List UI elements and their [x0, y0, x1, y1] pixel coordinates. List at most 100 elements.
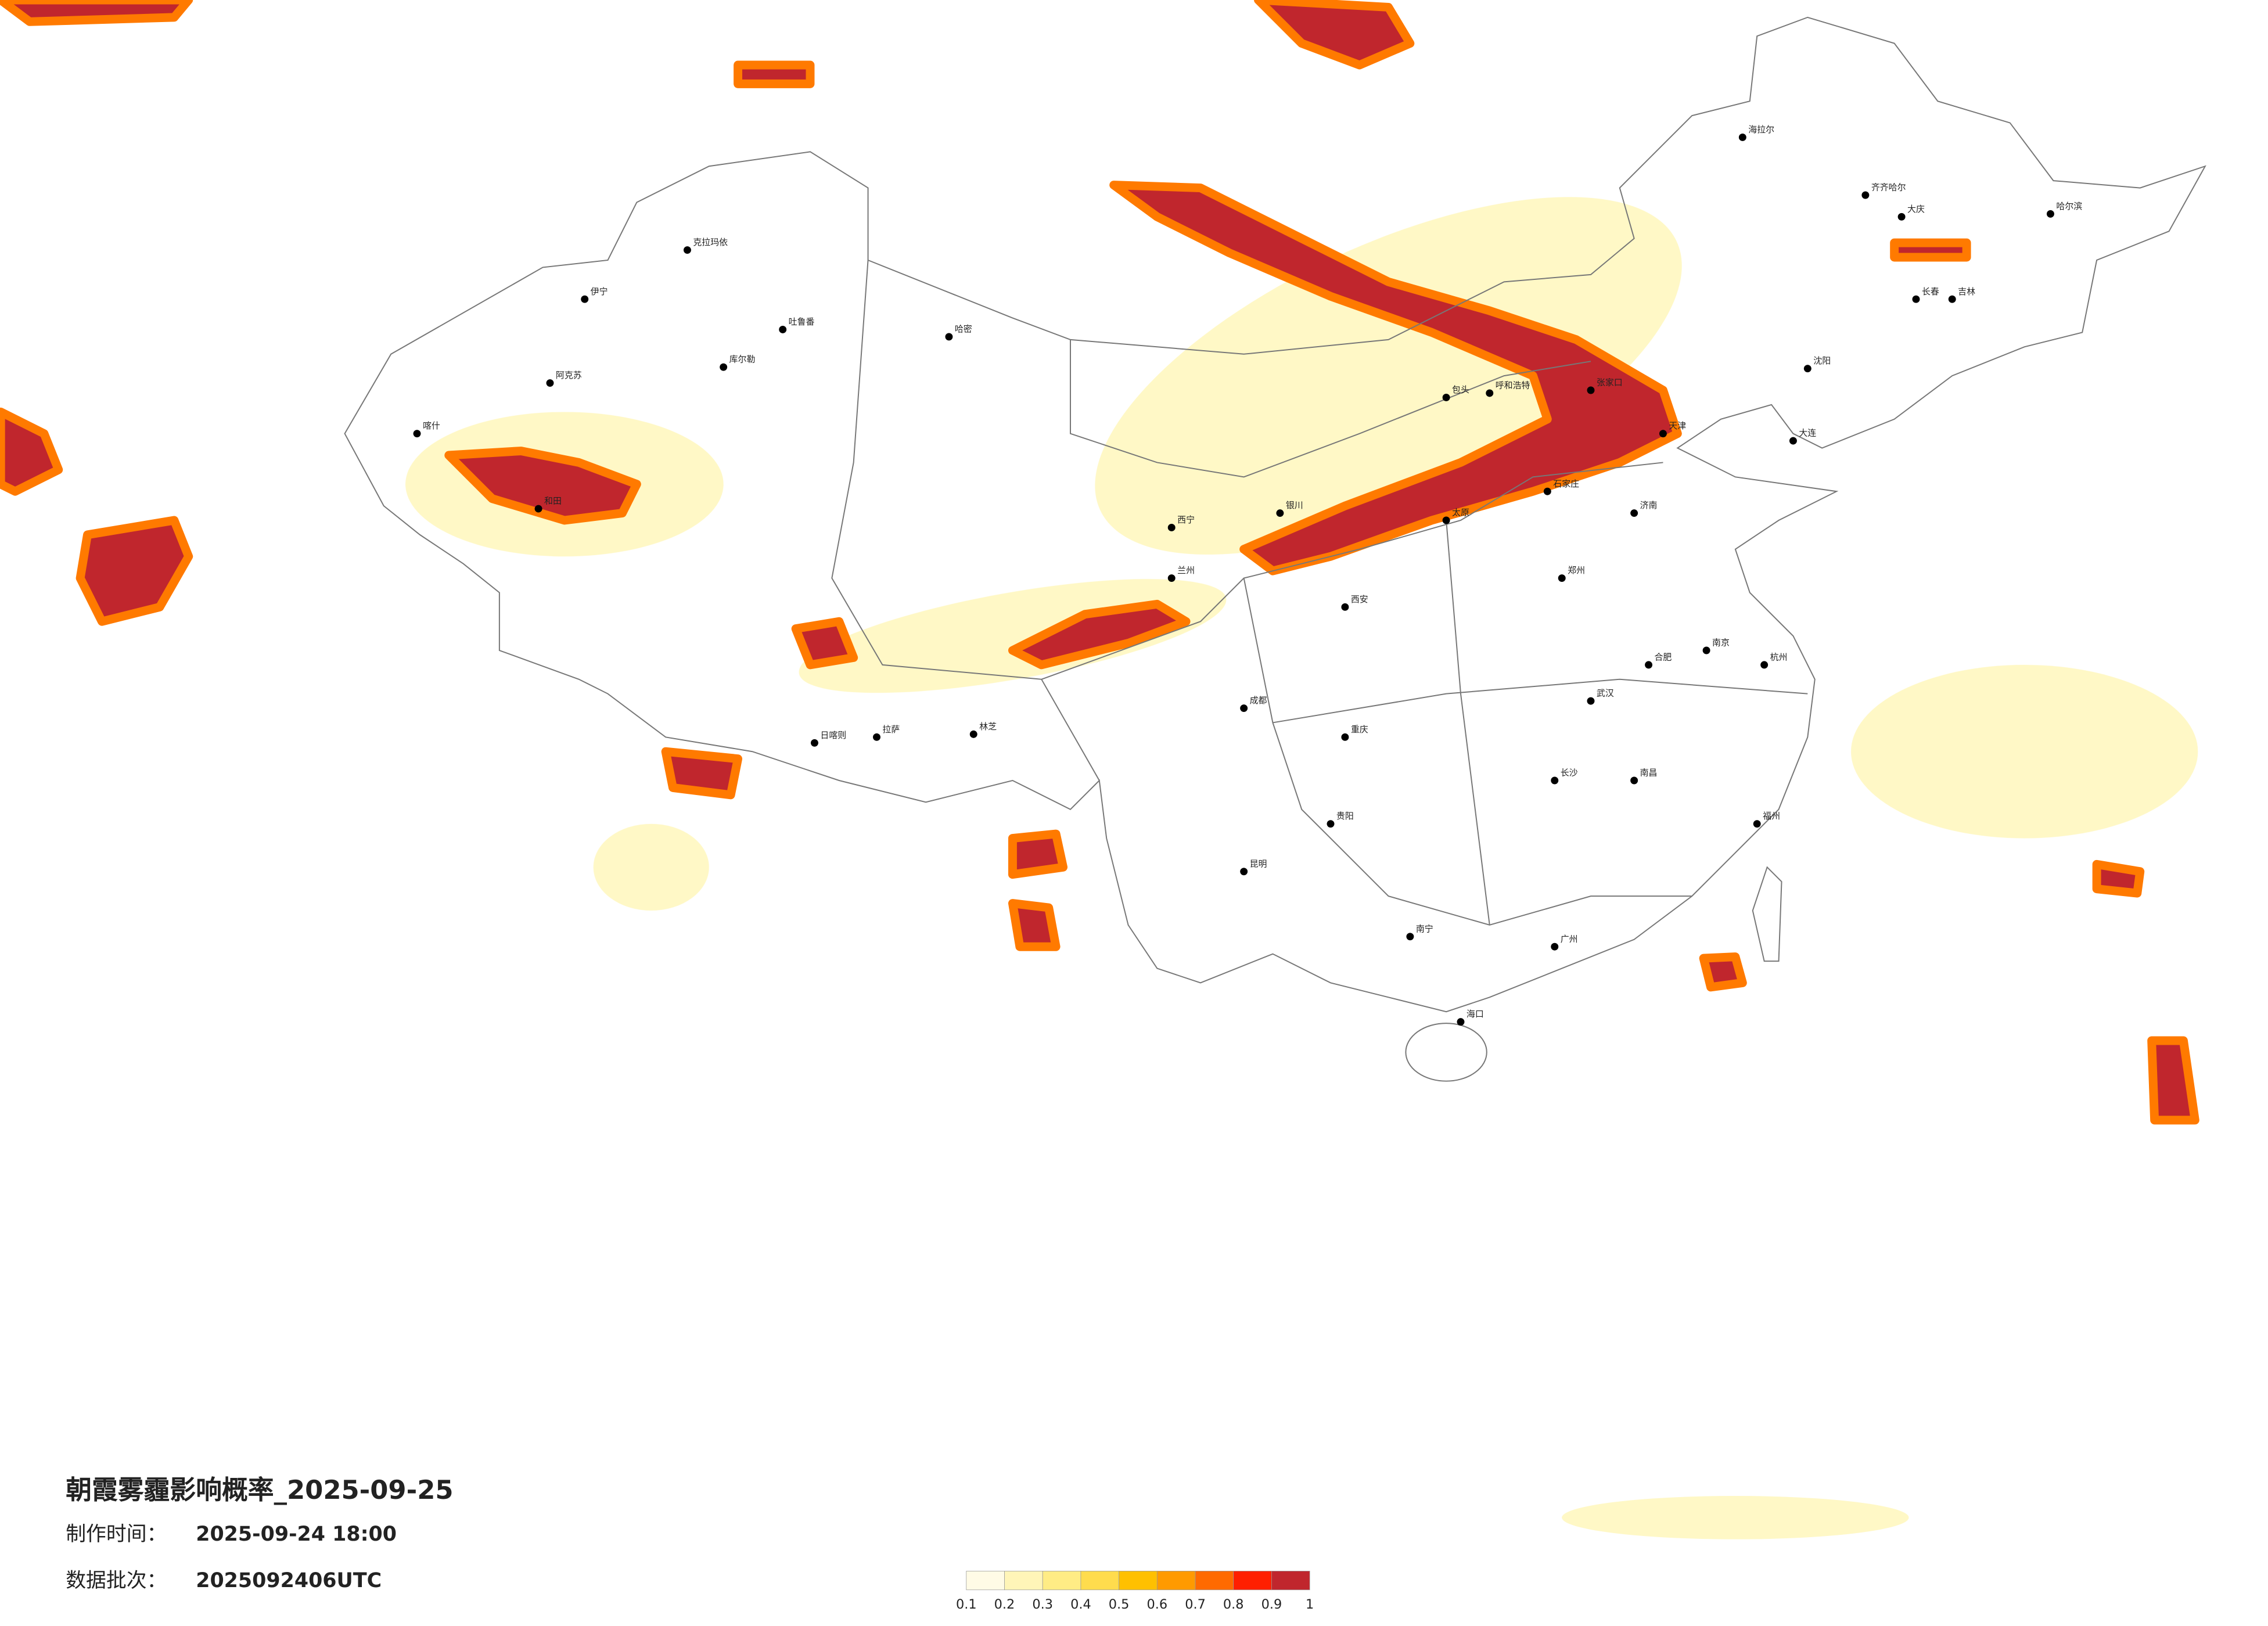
haze-layer — [0, 0, 2199, 1539]
city-dot — [1558, 574, 1566, 582]
city-dot — [1240, 704, 1248, 713]
city-label: 哈密 — [955, 323, 972, 334]
city-dot — [1276, 509, 1284, 517]
city-label: 呼和浩特 — [1496, 380, 1530, 391]
city-label: 郑州 — [1568, 565, 1585, 575]
city-dot — [413, 430, 421, 438]
city-label: 海口 — [1467, 1009, 1484, 1019]
city-label: 喀什 — [423, 420, 440, 431]
city-label: 库尔勒 — [729, 354, 756, 365]
city-dot — [1551, 942, 1559, 951]
city-dot — [1327, 820, 1335, 828]
legend-swatch — [1195, 1571, 1234, 1591]
legend-swatch — [1156, 1571, 1196, 1591]
city-label: 大连 — [1799, 428, 1816, 438]
city-dot — [945, 333, 953, 341]
city-label: 广州 — [1561, 934, 1578, 944]
city-dot — [873, 733, 880, 741]
map-title: 朝霞雾霾影响概率_2025-09-25 — [66, 1474, 453, 1505]
city-label: 昆明 — [1250, 858, 1267, 869]
legend-swatch — [1233, 1571, 1272, 1591]
info-value: 2025092406UTC — [196, 1569, 382, 1592]
city-dot — [1587, 386, 1595, 394]
legend-swatch — [1271, 1571, 1310, 1591]
city-dot — [720, 363, 728, 371]
city-label: 吐鲁番 — [789, 316, 815, 327]
legend-tick-label: 0.8 — [1223, 1597, 1244, 1612]
city-dot — [1659, 430, 1667, 438]
city-dot — [1167, 574, 1176, 582]
legend-swatch — [1080, 1571, 1119, 1591]
city-label: 张家口 — [1597, 377, 1623, 388]
city-label: 和田 — [544, 496, 562, 506]
city-label: 齐齐哈尔 — [1871, 182, 1906, 193]
city-label: 南宁 — [1416, 923, 1433, 934]
city-dot — [1753, 820, 1761, 828]
city-dot — [1645, 661, 1653, 669]
legend-tick-label: 1 — [1306, 1597, 1314, 1612]
city-dot — [534, 505, 542, 513]
city-dot — [1897, 213, 1906, 221]
city-dot — [1948, 295, 1956, 303]
info-label: 制作时间： — [66, 1523, 167, 1546]
city-label: 克拉玛依 — [693, 237, 728, 247]
city-label: 西宁 — [1177, 515, 1195, 525]
city-label: 林芝 — [979, 721, 997, 732]
city-label: 成都 — [1250, 695, 1267, 706]
city-label: 西安 — [1351, 594, 1368, 605]
city-dot — [1738, 133, 1746, 141]
city-dot — [969, 730, 977, 738]
city-label: 日喀则 — [820, 730, 846, 740]
city-label: 吉林 — [1958, 286, 1975, 297]
city-label: 武汉 — [1597, 688, 1614, 699]
city-label: 海拉尔 — [1748, 124, 1774, 135]
legend-tick-label: 0.7 — [1185, 1597, 1206, 1612]
city-dot — [1442, 393, 1450, 401]
city-dot — [1630, 509, 1638, 517]
info-label: 数据批次： — [66, 1569, 167, 1592]
color-legend: 0.1 0.2 0.3 0.4 0.5 0.6 0.7 0.8 0.9 1 — [956, 1571, 1314, 1612]
city-dot — [1702, 646, 1710, 654]
city-label: 银川 — [1286, 500, 1303, 510]
city-dot — [1551, 776, 1559, 785]
city-dot — [1457, 1018, 1465, 1026]
legend-tick-label: 0.4 — [1070, 1597, 1091, 1612]
legend-swatch — [1119, 1571, 1158, 1591]
city-dot — [1341, 603, 1349, 611]
legend-tick-label: 0.6 — [1147, 1597, 1168, 1612]
city-dot — [683, 246, 691, 254]
legend-swatch — [1004, 1571, 1043, 1591]
city-label: 沈阳 — [1813, 355, 1831, 366]
legend-swatch — [1042, 1571, 1081, 1591]
city-label: 石家庄 — [1553, 479, 1579, 489]
city-label: 天津 — [1669, 420, 1686, 431]
city-dot — [2046, 210, 2054, 218]
city-label: 包头 — [1452, 384, 1469, 395]
city-label: 拉萨 — [882, 724, 900, 735]
city-label: 合肥 — [1655, 652, 1672, 662]
city-label: 南京 — [1712, 638, 1730, 648]
city-label: 大庆 — [1907, 204, 1925, 214]
city-label: 福州 — [1763, 811, 1780, 821]
city-label: 济南 — [1640, 500, 1658, 510]
city-label: 贵阳 — [1336, 811, 1354, 821]
city-dot — [1803, 365, 1811, 373]
city-dot — [1240, 868, 1248, 876]
legend-swatch — [966, 1571, 1005, 1591]
city-dot — [1341, 733, 1349, 741]
city-dot — [1630, 776, 1638, 785]
city-dot — [1442, 516, 1450, 524]
legend-tick-label: 0.1 — [956, 1597, 977, 1612]
city-label: 杭州 — [1770, 652, 1788, 662]
boundaries — [344, 16, 2206, 1082]
city-dot — [810, 739, 818, 747]
city-label: 长沙 — [1561, 768, 1578, 778]
legend-tick-label: 0.5 — [1109, 1597, 1130, 1612]
city-dot — [1861, 191, 1870, 199]
city-dot — [1406, 933, 1414, 941]
city-dot — [1760, 661, 1769, 669]
city-label: 哈尔滨 — [2056, 201, 2082, 211]
city-dot — [1912, 295, 1920, 303]
legend-tick-label: 0.9 — [1261, 1597, 1282, 1612]
